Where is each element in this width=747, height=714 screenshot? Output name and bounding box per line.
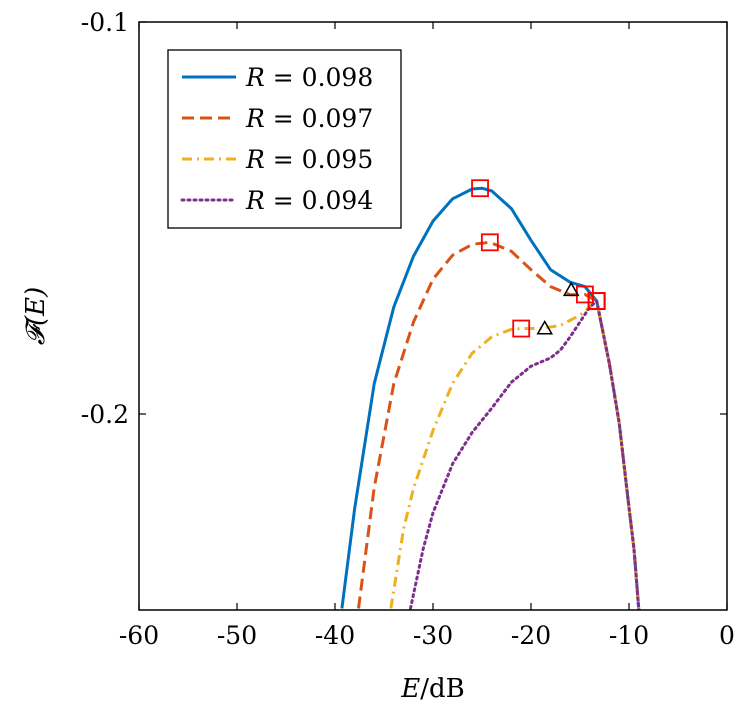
triangle-marker [536, 320, 554, 335]
legend-label-value: = 0.097 [265, 104, 373, 133]
x-tick-label: 0 [719, 621, 735, 650]
legend-label-3: R = 0.095 [245, 145, 373, 174]
y-tick-label: -0.2 [81, 400, 129, 429]
square-marker [512, 319, 531, 338]
legend-label-var: R [245, 145, 265, 174]
legend-label-2: R = 0.097 [245, 104, 373, 133]
series-line-1 [340, 186, 641, 610]
legend-label-1: R = 0.098 [245, 63, 373, 92]
square-marker [480, 233, 499, 252]
square-marker [471, 179, 489, 198]
x-tick-label: -40 [315, 621, 355, 650]
legend-label-var: R [245, 186, 265, 215]
legend-label-value: = 0.095 [265, 145, 373, 174]
square-marker [587, 292, 606, 311]
series-line-2 [357, 240, 641, 610]
y-axis-label: 𝓕(E) [21, 287, 51, 345]
plot-marks [340, 179, 641, 610]
series-line-3 [389, 299, 641, 610]
x-tick-label: -60 [119, 621, 159, 650]
x-axis-label-unit: /dB [420, 674, 465, 704]
x-tick-label: -50 [217, 621, 257, 650]
legend-label-var: R [245, 63, 265, 92]
legend-label-value: = 0.094 [265, 186, 373, 215]
triangle-marker [562, 281, 580, 297]
legend-label-value: = 0.098 [265, 63, 373, 92]
series-line-4 [409, 299, 641, 610]
y-tick-label: -0.1 [81, 8, 129, 37]
legend-box [167, 49, 402, 229]
legend-label-var: R [245, 104, 265, 133]
x-tick-label: -10 [609, 621, 649, 650]
x-tick-label: -20 [511, 621, 551, 650]
x-tick-label: -30 [413, 621, 453, 650]
x-axis-label-var: E [400, 674, 420, 704]
legend-label-4: R = 0.094 [245, 186, 373, 215]
x-axis-label: E/dB [400, 674, 465, 704]
axes: -60 -50 -40 -30 -20 -10 0 -0.2 -0.1 [81, 8, 735, 650]
